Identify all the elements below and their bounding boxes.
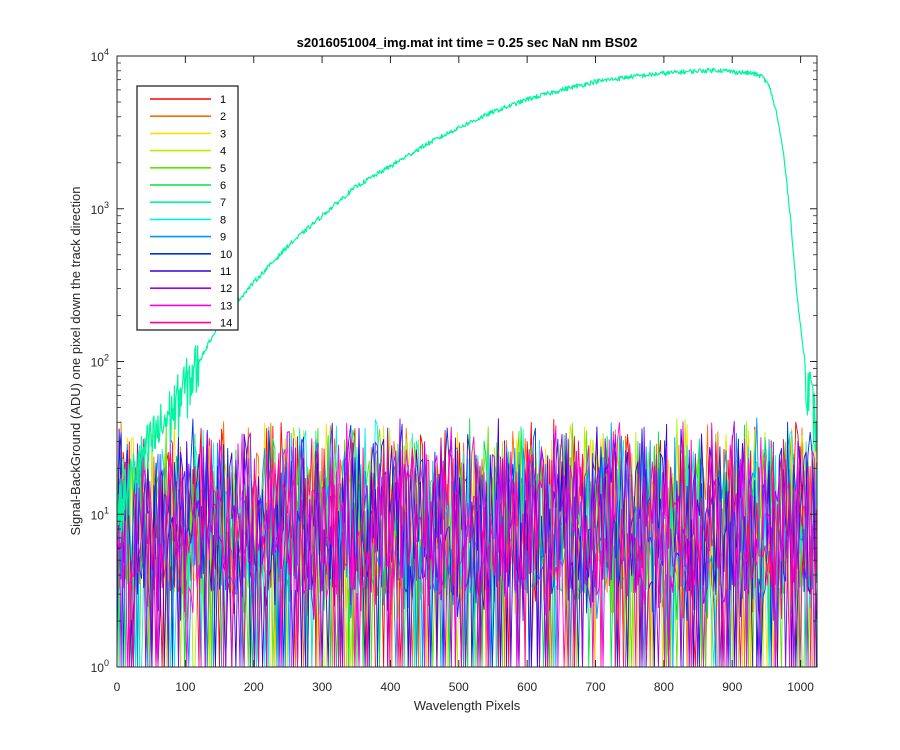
x-tick-label-500: 500: [449, 680, 469, 694]
y-tick-label-1e0: 100: [91, 658, 109, 675]
legend-label-13: 13: [220, 300, 232, 312]
legend-label-14: 14: [220, 318, 232, 330]
legend-label-3: 3: [220, 128, 226, 140]
x-tick-label-100: 100: [175, 680, 195, 694]
legend-label-4: 4: [220, 146, 226, 158]
legend-label-12: 12: [220, 283, 232, 295]
series-line-14: [116, 431, 817, 668]
legend-label-6: 6: [220, 180, 226, 192]
series-line-11: [116, 418, 817, 668]
legend-label-5: 5: [220, 163, 226, 175]
x-tick-label-900: 900: [722, 680, 742, 694]
legend-label-8: 8: [220, 214, 226, 226]
legend-label-9: 9: [220, 232, 226, 244]
x-tick-label-1000: 1000: [787, 680, 814, 694]
x-tick-label-700: 700: [586, 680, 606, 694]
x-tick-label-600: 600: [517, 680, 537, 694]
y-axis-label: Signal-BackGround (ADU) one pixel down t…: [68, 186, 83, 535]
x-axis-label: Wavelength Pixels: [414, 698, 521, 713]
legend-label-2: 2: [220, 111, 226, 123]
x-tick-label-800: 800: [654, 680, 674, 694]
x-tick-label-300: 300: [312, 680, 332, 694]
ticks-layer: 0 100 200 300 400 500 600 700 800 900 100010010110…: [91, 47, 817, 694]
series-layer: [116, 67, 818, 668]
x-tick-label-400: 400: [380, 680, 400, 694]
x-tick-label-200: 200: [244, 680, 264, 694]
y-tick-label-1e4: 104: [91, 47, 109, 64]
legend-box: [136, 85, 239, 331]
legend-label-7: 7: [220, 197, 226, 209]
y-tick-label-1e1: 101: [91, 505, 109, 522]
legend-label-10: 10: [220, 249, 232, 261]
x-tick-label-0: 0: [114, 680, 121, 694]
y-tick-label-1e3: 103: [91, 200, 109, 217]
chart-title: s2016051004_img.mat int time = 0.25 sec …: [297, 35, 638, 50]
legend-label-11: 11: [220, 266, 231, 278]
legend-label-1: 1: [220, 94, 226, 106]
y-tick-label-1e2: 102: [91, 353, 109, 370]
